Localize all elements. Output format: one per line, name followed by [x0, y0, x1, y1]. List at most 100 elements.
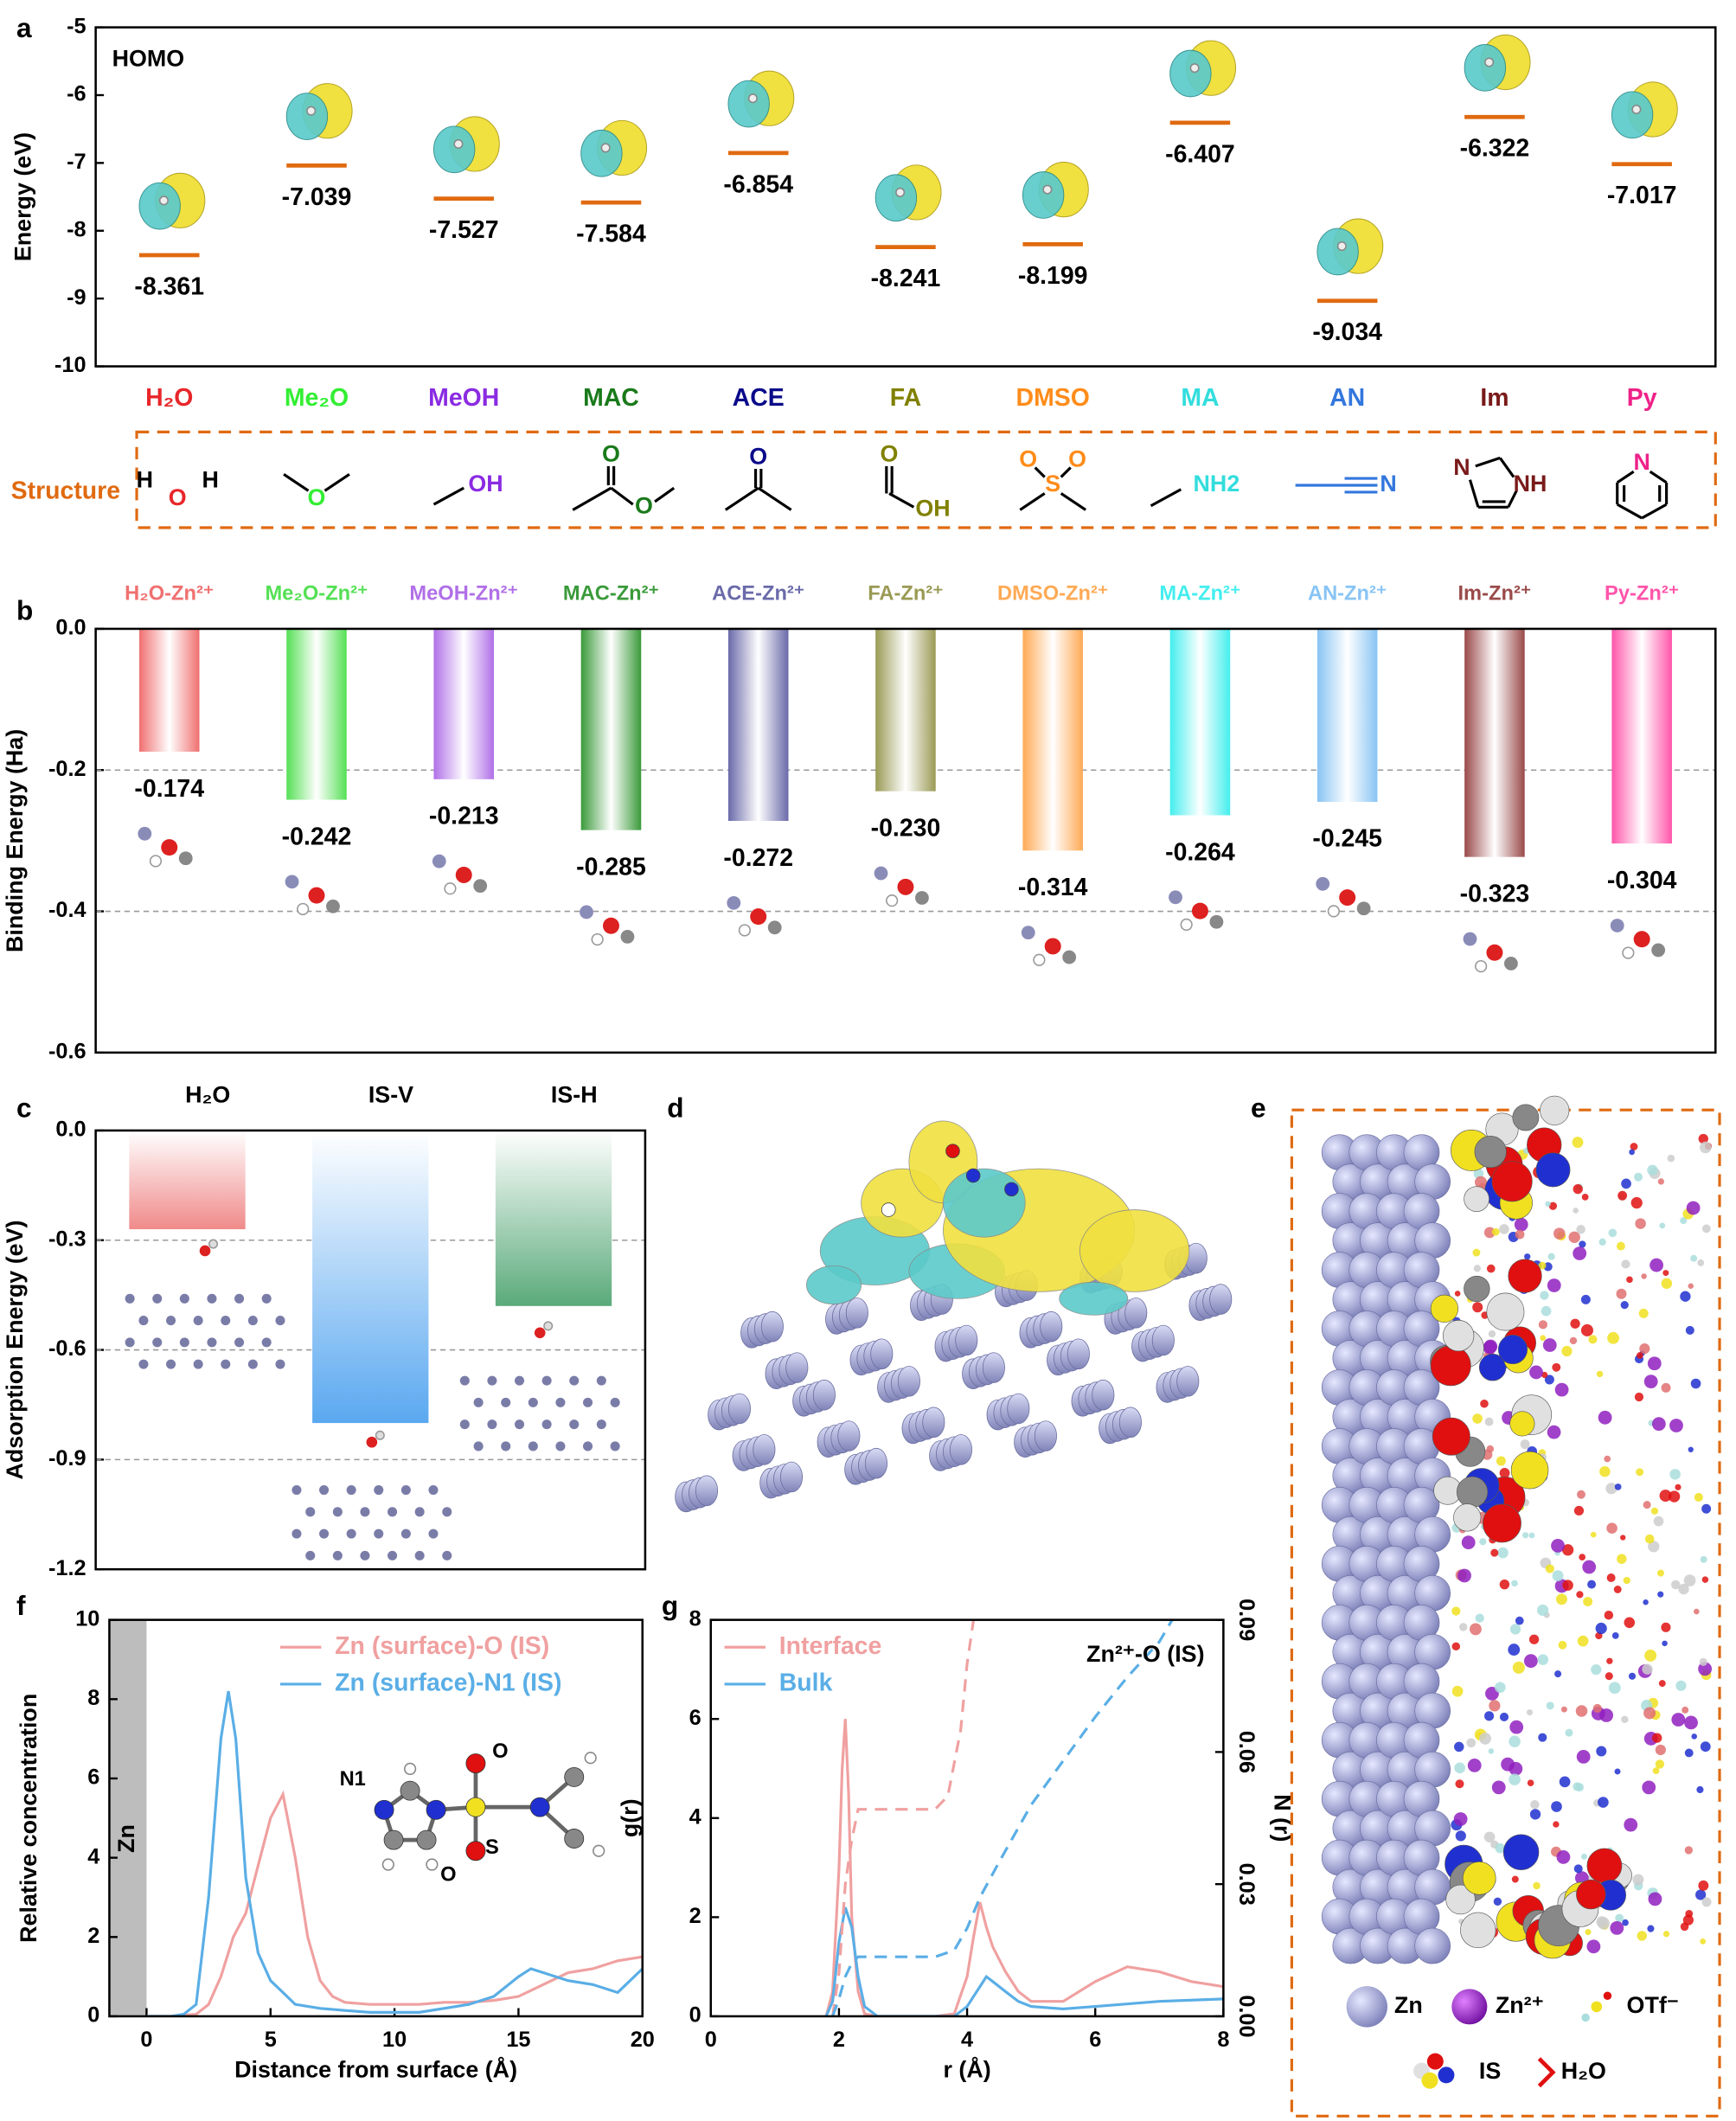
molecule-atom	[1691, 1733, 1698, 1740]
legend-is	[1421, 2072, 1438, 2089]
zn-atom	[138, 1316, 149, 1326]
molecule-atom	[1682, 1914, 1694, 1926]
molecule-atom	[1642, 1663, 1653, 1675]
zn-atom	[1092, 1379, 1115, 1411]
zn-row	[675, 1475, 719, 1513]
molecule-atom	[1573, 1505, 1585, 1516]
zn-atom	[234, 1337, 245, 1348]
atom-label: OH	[468, 471, 503, 497]
zn-atom	[332, 1507, 343, 1517]
molecule-atom	[1701, 1503, 1712, 1514]
bond	[1475, 456, 1501, 468]
molecule-atom	[1454, 1741, 1464, 1753]
atom	[455, 866, 472, 883]
is-atom	[1483, 1503, 1521, 1543]
atom	[1189, 63, 1200, 74]
zn-row	[825, 1298, 868, 1335]
atom	[767, 920, 782, 935]
molecule-atom	[1688, 1446, 1694, 1452]
molecule-atom	[1512, 1661, 1525, 1674]
y-tick-label: -0.3	[48, 1227, 86, 1251]
molecule-atom	[1573, 1782, 1582, 1791]
molecule-atom	[1542, 1338, 1557, 1352]
category-label: H₂O	[145, 384, 193, 412]
zn-atom	[374, 1528, 384, 1539]
orbital	[1611, 81, 1678, 139]
category-label: AN-Zn²⁺	[1308, 583, 1387, 606]
zn-atom	[207, 1337, 217, 1348]
molecule-atom	[1530, 1800, 1540, 1810]
molecule-atom	[1643, 1599, 1649, 1605]
atom	[915, 891, 929, 905]
molecule-atom	[1595, 1622, 1607, 1635]
molecule-atom	[1598, 1238, 1606, 1246]
legend-label: Interface	[779, 1632, 882, 1660]
atom	[1631, 104, 1642, 115]
is-atom	[1512, 1104, 1540, 1131]
atom	[400, 1780, 420, 1801]
molecule-atom	[1644, 1649, 1657, 1662]
molecule-atom	[1579, 1554, 1586, 1561]
molecule-atom	[1553, 1821, 1560, 1828]
molecule-atom	[1620, 1300, 1629, 1310]
molecule-atom	[1655, 1759, 1665, 1769]
molecule-atom	[1701, 1224, 1711, 1234]
zn-atom	[332, 1550, 343, 1560]
molecule-atom	[1570, 1318, 1580, 1329]
zn-atom	[459, 1375, 470, 1386]
value-label: -0.304	[1607, 867, 1677, 894]
zn-row	[1131, 1324, 1175, 1362]
atom	[1651, 943, 1666, 958]
molecule-atom	[1499, 1467, 1510, 1478]
bar	[433, 628, 494, 779]
zn-atom	[247, 1359, 258, 1369]
orbital	[580, 119, 648, 177]
atom-label: H	[137, 466, 153, 492]
bond	[1060, 492, 1087, 511]
category-label: H₂O	[185, 1081, 230, 1107]
y-tick-label: 0.0	[55, 1118, 86, 1142]
atom-label: O	[602, 440, 620, 466]
zn-atom	[779, 1461, 804, 1493]
molecule-atom	[1647, 1164, 1658, 1176]
atom	[381, 1858, 394, 1871]
molecule-atom	[1616, 1241, 1625, 1251]
zn-atom	[982, 1352, 1005, 1383]
charge-density	[1079, 1209, 1190, 1292]
molecule-atom	[1643, 1707, 1656, 1720]
value-label: -0.285	[576, 853, 646, 881]
molecule-atom	[1556, 1850, 1571, 1864]
atom	[1044, 938, 1061, 955]
molecule-atom	[1475, 1613, 1484, 1623]
atom-label: O	[308, 484, 326, 510]
molecule-atom	[1451, 1606, 1461, 1616]
series-line	[824, 1719, 1224, 2016]
value-label: -6.854	[723, 170, 793, 198]
is-atom	[1509, 1411, 1535, 1437]
atom-label: O	[881, 440, 899, 466]
molecule-atom	[1669, 1419, 1683, 1432]
molecule-atom	[1527, 1779, 1534, 1787]
molecule-atom	[1573, 1183, 1583, 1195]
molecule-atom	[1576, 1750, 1591, 1764]
y-tick-label: 4	[689, 1804, 701, 1829]
bar	[1169, 628, 1231, 816]
molecule-atom	[1613, 1586, 1622, 1593]
zn-atom	[727, 895, 741, 910]
legend-label: IS	[1479, 2058, 1501, 2084]
zn-atom	[1067, 1338, 1090, 1370]
molecule-atom	[1652, 1733, 1662, 1743]
molecule-atom	[1621, 1178, 1631, 1189]
zn-row	[1071, 1379, 1115, 1417]
atom	[374, 1799, 394, 1820]
atom	[1042, 184, 1053, 195]
zn-atom	[1021, 926, 1035, 940]
molecule-atom	[1611, 1632, 1619, 1639]
molecule-atom	[1509, 1624, 1521, 1635]
orbital	[285, 83, 353, 140]
atom-label: O	[169, 484, 187, 510]
molecule-atom	[1696, 1785, 1704, 1794]
y-axis-label: g(r)	[617, 1798, 643, 1837]
legend-zn	[1346, 1986, 1388, 2028]
atom	[161, 839, 178, 856]
